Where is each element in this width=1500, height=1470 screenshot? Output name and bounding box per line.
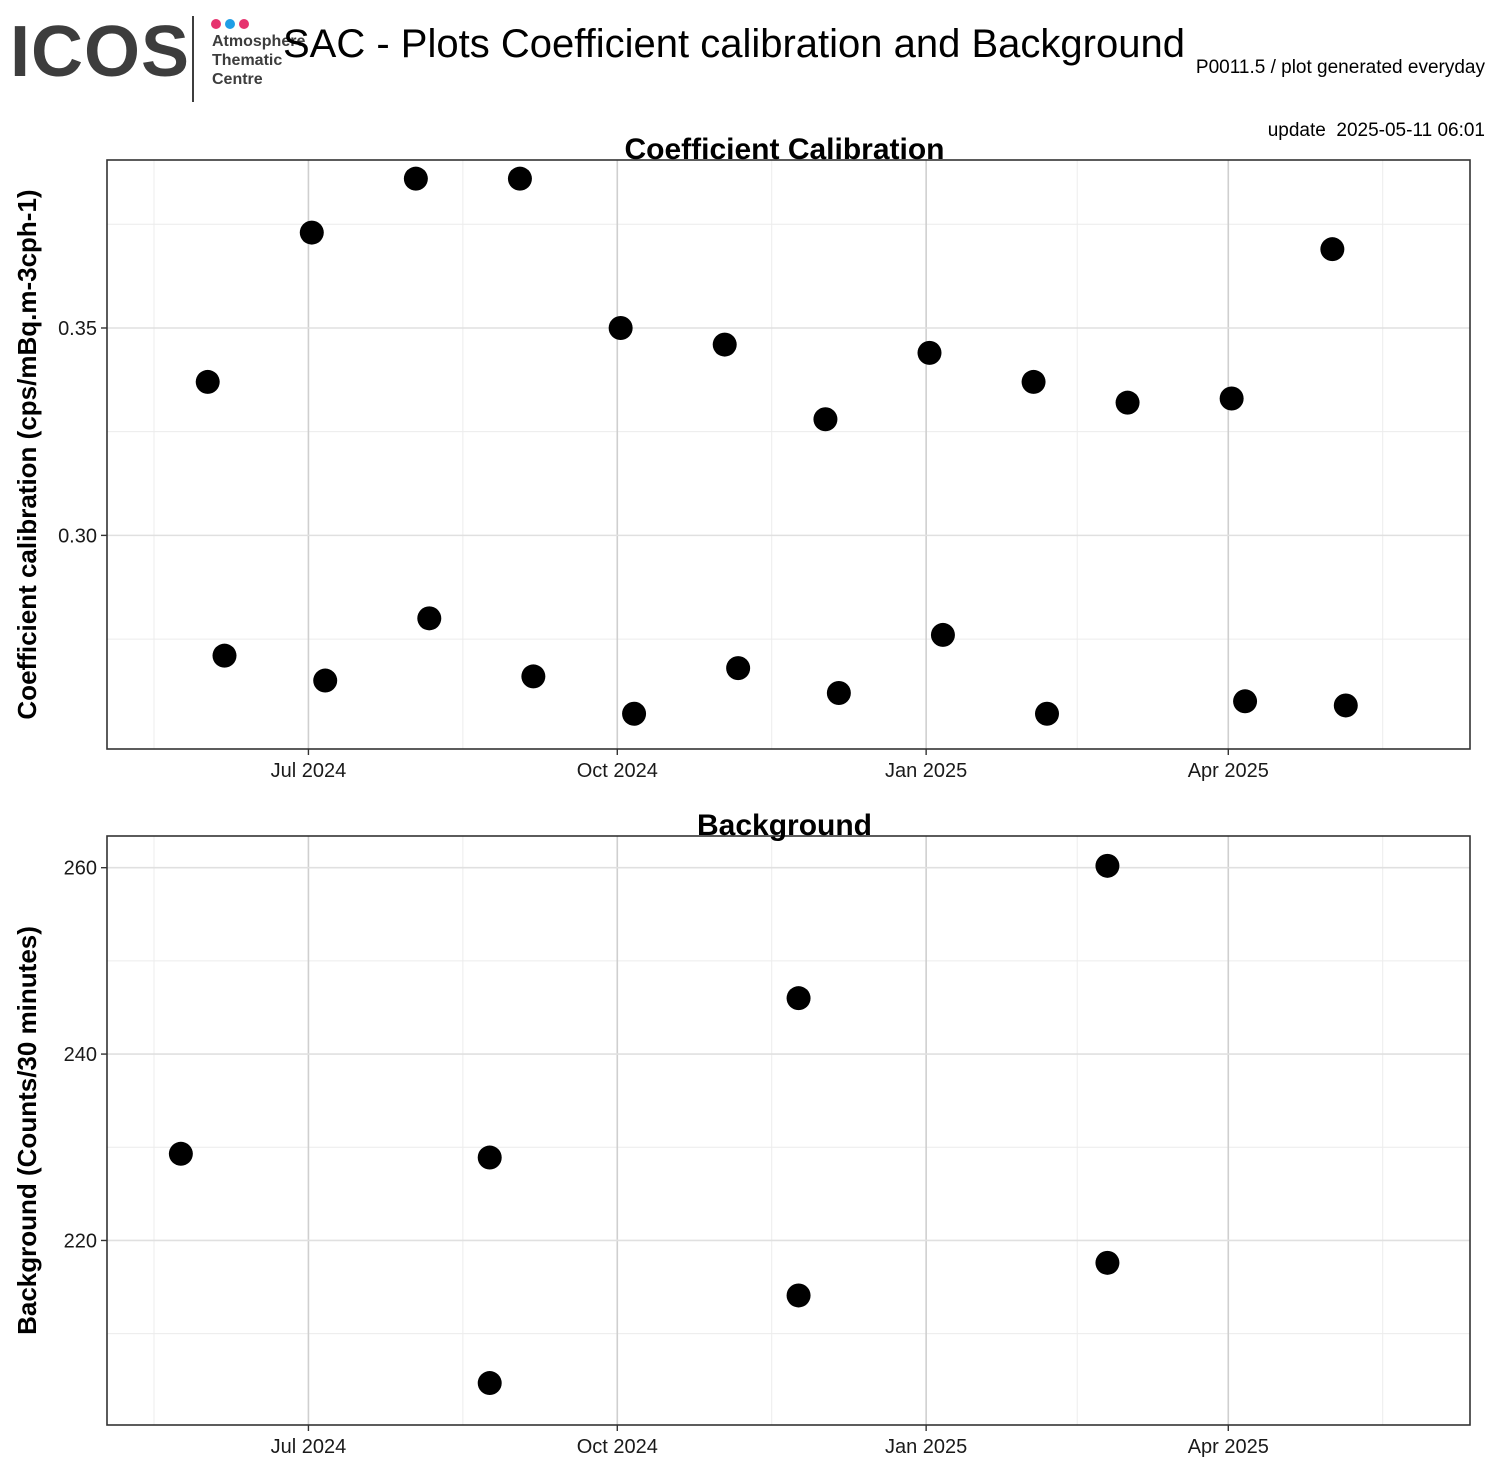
panel-1-data-point bbox=[1233, 689, 1258, 714]
panel-2-data-point bbox=[786, 1283, 811, 1308]
panel-1-data-point bbox=[1035, 701, 1059, 726]
panel-2-x-tick-label: Apr 2025 bbox=[1188, 1436, 1269, 1458]
panel-1-data-point bbox=[1021, 369, 1046, 394]
panel-1-data-point bbox=[1219, 386, 1244, 411]
panel-1-x-tick-label: Oct 2024 bbox=[577, 760, 658, 782]
panel-1-data-point bbox=[813, 407, 838, 432]
logo-dots bbox=[211, 16, 253, 34]
page-title: SAC - Plots Coefficient calibration and … bbox=[283, 22, 1185, 66]
panel-1-data-point bbox=[417, 606, 442, 631]
header: ICOS Atmosphere Thematic Centre SAC - Pl… bbox=[0, 0, 1500, 141]
panel-2-y-tick-label: 240 bbox=[64, 1044, 97, 1066]
panel-2-data-point bbox=[477, 1145, 502, 1170]
panel-2-y-tick-label: 260 bbox=[64, 858, 97, 880]
panel-1-data-point bbox=[1333, 693, 1358, 718]
panel-1-y-axis-label: Coefficient calibration (cps/mBq.m-3cph-… bbox=[12, 189, 42, 719]
panel-1-data-point bbox=[1115, 390, 1140, 415]
panel-1-data-point bbox=[195, 369, 220, 394]
panel-1-y-tick-label: 0.35 bbox=[58, 318, 97, 340]
panel-1-data-point bbox=[1320, 237, 1345, 262]
panel-2-data-point bbox=[1095, 1250, 1120, 1275]
panel-1-x-tick-label: Jul 2024 bbox=[271, 760, 347, 782]
panel-2-data-point bbox=[1095, 853, 1120, 878]
logo-line-3: Centre bbox=[212, 71, 263, 88]
panel-2-data-point bbox=[786, 986, 811, 1011]
panel-2-x-tick-label: Oct 2024 bbox=[577, 1436, 658, 1458]
panel-2-y-tick-label: 220 bbox=[64, 1230, 97, 1252]
logo-dot-1 bbox=[211, 19, 221, 29]
panel-1-title: Coefficient Calibration bbox=[624, 133, 944, 166]
panel-2-x-tick-label: Jul 2024 bbox=[271, 1436, 347, 1458]
logo-subtitle: Atmosphere Thematic Centre bbox=[212, 32, 305, 89]
panel-2-frame bbox=[106, 835, 1471, 1426]
logo-dot-3 bbox=[239, 19, 249, 29]
panel-2-x-tick-label: Jan 2025 bbox=[885, 1436, 967, 1458]
panel-1-y-tick-label: 0.30 bbox=[58, 525, 97, 547]
panel-1-data-point bbox=[608, 315, 633, 340]
panel-2-title: Background bbox=[697, 809, 872, 842]
panel-1-data-point bbox=[622, 701, 647, 726]
panel-1-x-tick-label: Apr 2025 bbox=[1188, 760, 1269, 782]
panel-2-y-axis-label: Background (Counts/30 minutes) bbox=[12, 926, 42, 1335]
panel-2-data-point bbox=[477, 1371, 502, 1396]
panel-1-data-point bbox=[712, 332, 737, 357]
icos-logo-text: ICOS bbox=[10, 12, 191, 92]
logo-divider bbox=[192, 16, 194, 102]
logo-dot-2 bbox=[225, 19, 235, 29]
panel-1-data-point bbox=[299, 220, 324, 245]
panel-1-data-point bbox=[507, 166, 532, 191]
panel-1-data-point bbox=[917, 340, 942, 365]
panel-1-data-point bbox=[403, 166, 428, 191]
panel-1-frame bbox=[106, 159, 1471, 750]
logo-line-2: Thematic bbox=[212, 52, 283, 69]
plot-meta: P0011.5 / plot generated everyday update… bbox=[1196, 15, 1485, 183]
panel-1-data-point bbox=[930, 622, 955, 647]
panel-1-data-point bbox=[313, 668, 338, 693]
panel-1-data-point bbox=[212, 643, 237, 668]
panel-2-data-point bbox=[168, 1141, 193, 1166]
meta-line-2: update 2025-05-11 06:01 bbox=[1267, 120, 1485, 141]
panel-1-x-tick-label: Jan 2025 bbox=[885, 760, 967, 782]
meta-line-1: P0011.5 / plot generated everyday bbox=[1195, 57, 1485, 78]
panel-1-data-point bbox=[726, 656, 751, 681]
panel-1-data-point bbox=[826, 681, 851, 706]
logo-line-1: Atmosphere bbox=[212, 33, 306, 50]
panel-1-data-point bbox=[521, 664, 546, 689]
